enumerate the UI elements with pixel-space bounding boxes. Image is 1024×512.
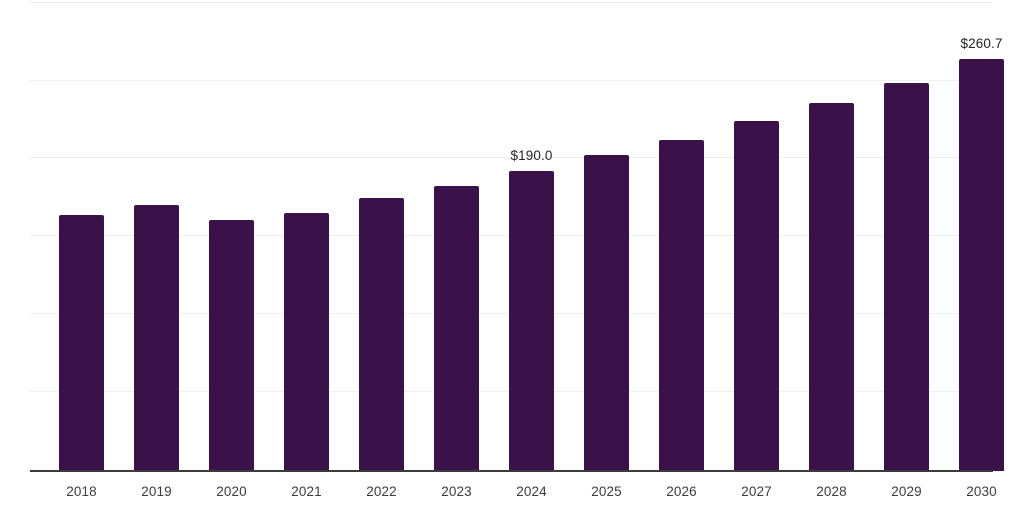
bar-group (194, 0, 269, 471)
bar[interactable] (959, 58, 1004, 471)
bar[interactable] (734, 121, 779, 471)
x-tick-label-2025: 2025 (591, 484, 622, 499)
bar-group (119, 0, 194, 471)
bar[interactable] (209, 220, 254, 471)
bar[interactable] (509, 170, 554, 471)
bar[interactable] (884, 83, 929, 471)
gridline (30, 80, 993, 81)
bar-group: $260.7 (944, 0, 1019, 471)
gridline (30, 2, 993, 3)
gridline (30, 157, 993, 158)
bar-group (644, 0, 719, 471)
bar-group (344, 0, 419, 471)
bar-group (869, 0, 944, 471)
x-tick-label-2019: 2019 (141, 484, 172, 499)
bar[interactable] (359, 198, 404, 471)
bar-group: $190.0 (494, 0, 569, 471)
x-tick-label-2030: 2030 (966, 484, 997, 499)
x-tick-label-2024: 2024 (516, 484, 547, 499)
plot-area: $190.0 $260.7 (30, 0, 1004, 471)
x-tick-label-2029: 2029 (891, 484, 922, 499)
bar[interactable] (434, 186, 479, 471)
bar-group (719, 0, 794, 471)
x-tick-label-2022: 2022 (366, 484, 397, 499)
bar[interactable] (284, 213, 329, 471)
bar[interactable] (134, 205, 179, 471)
bar-value-label: $190.0 (510, 147, 553, 163)
x-tick-label-2028: 2028 (816, 484, 847, 499)
x-tick-label-2023: 2023 (441, 484, 472, 499)
x-axis-line (30, 470, 993, 472)
bar[interactable] (659, 139, 704, 471)
bar[interactable] (59, 214, 104, 471)
x-tick-label-2026: 2026 (666, 484, 697, 499)
bar-group (569, 0, 644, 471)
x-tick-label-2018: 2018 (66, 484, 97, 499)
x-tick-label-2021: 2021 (291, 484, 322, 499)
bar-value-label: $260.7 (960, 35, 1003, 51)
bar-group (269, 0, 344, 471)
bar[interactable] (584, 155, 629, 471)
x-tick-label-2027: 2027 (741, 484, 772, 499)
bar-group (419, 0, 494, 471)
bar[interactable] (809, 102, 854, 471)
bar-group (44, 0, 119, 471)
bar-group (794, 0, 869, 471)
x-tick-label-2020: 2020 (216, 484, 247, 499)
